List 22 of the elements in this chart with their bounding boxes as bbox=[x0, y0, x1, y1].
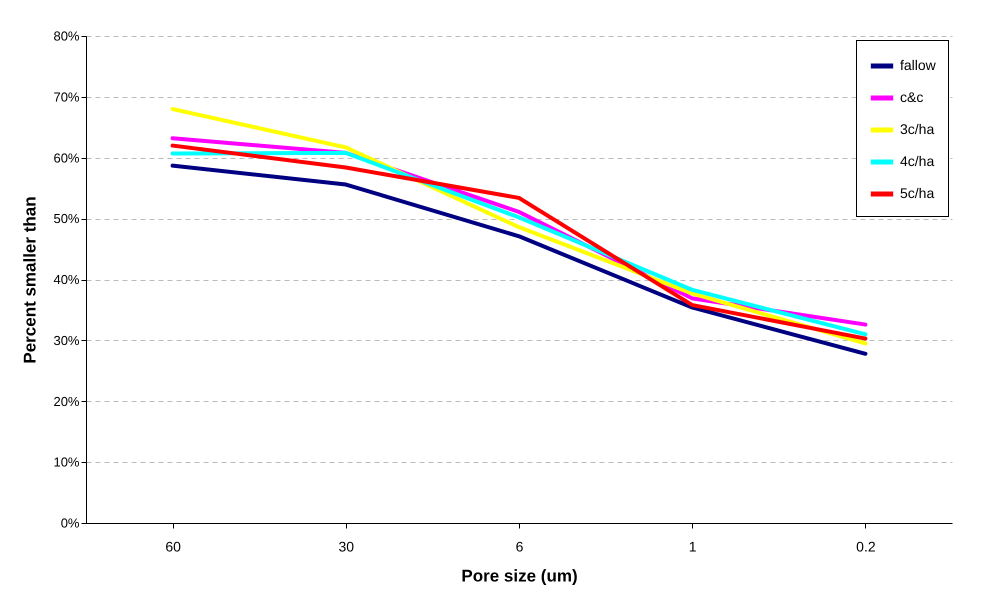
legend-label: 4c/ha bbox=[900, 153, 934, 169]
x-tick-label: 6 bbox=[516, 538, 524, 554]
y-tick-label: 10% bbox=[53, 454, 80, 470]
line-series bbox=[170, 164, 868, 356]
y-tick-label: 20% bbox=[53, 394, 80, 409]
y-tick-label: 0% bbox=[60, 516, 80, 530]
y-tick-label: 70% bbox=[53, 89, 80, 104]
x-tick-label: 60 bbox=[165, 538, 182, 554]
y-axis-title: Percent smaller than bbox=[20, 196, 40, 364]
y-tick-label: 40% bbox=[53, 272, 80, 287]
legend-label: fallow bbox=[900, 57, 937, 73]
y-tick-label: 50% bbox=[53, 211, 80, 226]
legend-label: 5c/ha bbox=[900, 185, 934, 201]
legend-label: 3c/ha bbox=[900, 121, 934, 137]
y-tick-label: 60% bbox=[53, 150, 80, 166]
x-tick-label: 0.2 bbox=[856, 538, 876, 554]
x-tick-label: 30 bbox=[338, 538, 354, 554]
x-axis-title: Pore size (um) bbox=[461, 566, 578, 586]
legend-label: c&c bbox=[900, 89, 924, 105]
y-tick-label: 80% bbox=[53, 28, 80, 44]
y-tick-label: 30% bbox=[53, 332, 80, 348]
x-tick-label: 1 bbox=[688, 538, 697, 554]
